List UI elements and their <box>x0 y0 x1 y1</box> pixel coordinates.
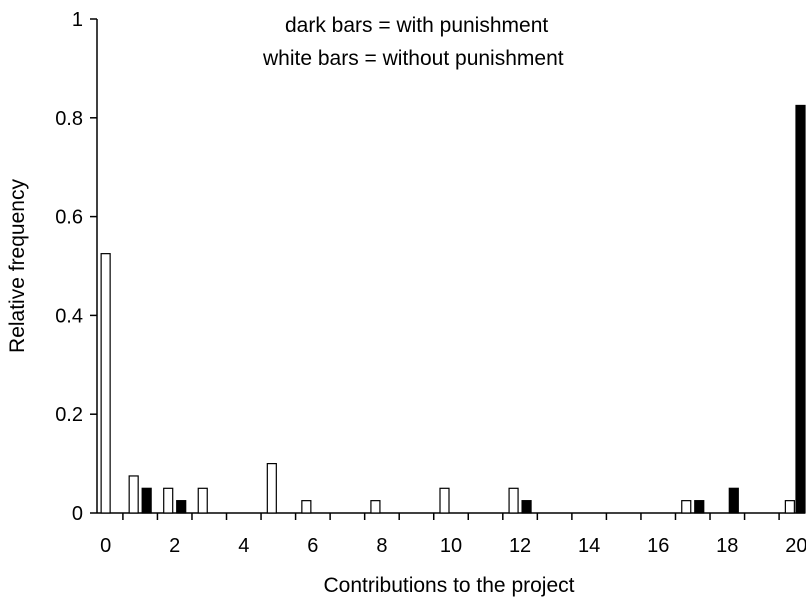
bar-with-punishment <box>141 487 152 514</box>
bar-without-punishment <box>266 463 277 514</box>
x-axis-title: Contributions to the project <box>324 574 575 597</box>
y-tick-label: 0.8 <box>55 108 83 130</box>
x-tick-label: 18 <box>716 535 738 557</box>
y-axis-title: Relative frequency <box>6 179 29 353</box>
bar-without-punishment <box>439 487 450 514</box>
bar-with-punishment <box>728 487 739 514</box>
bar-without-punishment <box>301 500 312 514</box>
bar-without-punishment <box>784 500 795 514</box>
x-tick-label: 16 <box>647 535 669 557</box>
x-tick-label: 8 <box>376 535 387 557</box>
bar-without-punishment <box>681 500 692 514</box>
chart-ticks: 00.20.40.60.810 2 4 6 8 10 12 14 16 18 20 <box>55 9 806 557</box>
bar-with-punishment <box>694 500 705 514</box>
legend-entry-with-punishment: dark bars = with punishment <box>285 14 548 37</box>
x-tick-label: 4 <box>238 535 249 557</box>
x-tick-label: 10 <box>440 535 462 557</box>
x-tick-label: 2 <box>169 535 180 557</box>
bar-without-punishment <box>100 253 111 514</box>
y-tick-label: 0.2 <box>55 404 83 426</box>
x-tick-label: 0 <box>100 535 111 557</box>
x-tick-label: 14 <box>578 535 600 557</box>
y-tick-label: 0 <box>72 503 83 525</box>
x-tick-label: 12 <box>509 535 531 557</box>
y-tick-label: 1 <box>72 9 83 31</box>
y-tick-label: 0.6 <box>55 207 83 229</box>
bar-with-punishment <box>521 500 532 514</box>
bar-with-punishment <box>795 104 806 514</box>
bar-without-punishment <box>197 487 208 514</box>
bar-without-punishment <box>508 487 519 514</box>
chart-axes <box>96 19 805 514</box>
y-tick-label: 0.4 <box>55 305 83 327</box>
x-tick-label: 20 <box>785 535 806 557</box>
chart-bars <box>100 104 806 514</box>
chart-legend: dark bars = with punishment white bars =… <box>262 14 564 70</box>
bar-without-punishment <box>370 500 381 514</box>
legend-entry-without-punishment: white bars = without punishment <box>262 47 564 70</box>
bar-without-punishment <box>128 475 139 514</box>
bar-without-punishment <box>163 487 174 514</box>
x-tick-label: 6 <box>307 535 318 557</box>
bar-with-punishment <box>176 500 187 514</box>
